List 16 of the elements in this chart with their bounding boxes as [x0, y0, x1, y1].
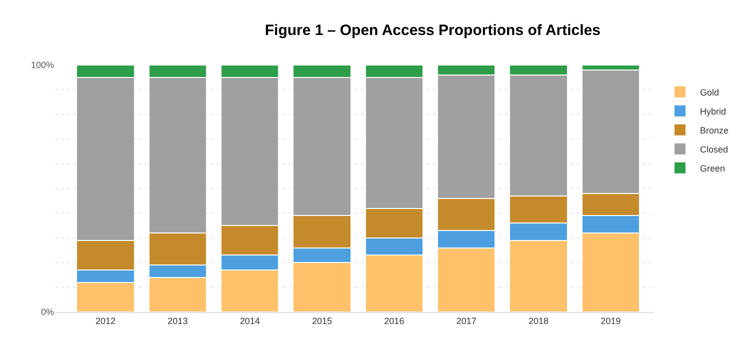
x-tick-label: 2018 — [528, 316, 549, 326]
x-tick-label: 2014 — [240, 316, 260, 326]
x-tick-label: 2013 — [168, 316, 188, 326]
x-tick-label: 2012 — [96, 316, 116, 326]
y-tick-label: 100% — [30, 60, 54, 70]
legend-label: Hybrid — [700, 106, 726, 116]
legend-label: Bronze — [700, 125, 729, 136]
legend-label: Closed — [700, 144, 728, 154]
legend-label: Gold — [700, 87, 720, 98]
x-tick-label: 2017 — [456, 316, 476, 326]
x-tick-label: 2016 — [384, 316, 404, 326]
y-tick-label: 0% — [40, 307, 54, 318]
x-tick-label: 2019 — [600, 316, 621, 326]
legend-label: Green — [700, 163, 726, 174]
x-tick-label: 2015 — [312, 316, 332, 326]
chart-title: Figure 1 – Open Access Proportions of Articles — [264, 22, 600, 39]
